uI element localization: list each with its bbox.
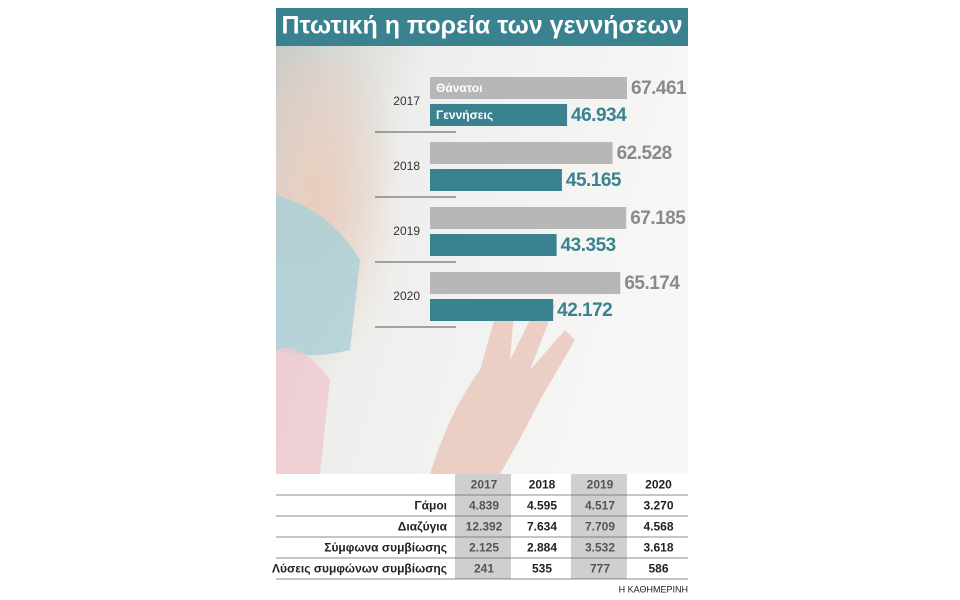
- photo-hand: [430, 300, 575, 474]
- bar: [430, 272, 621, 294]
- category-label: 2020: [393, 289, 420, 303]
- photo-mask: [276, 195, 360, 355]
- chart-title: Πτωτική η πορεία των γεννήσεων: [282, 12, 683, 40]
- category-label: 2017: [393, 94, 420, 108]
- bar: [430, 234, 557, 256]
- table-cell: 586: [648, 562, 668, 576]
- table-cell: 12.392: [466, 520, 503, 534]
- bar: [430, 104, 568, 126]
- column-header: 2019: [587, 478, 614, 492]
- table-cell: 535: [532, 562, 552, 576]
- column-header: 2020: [645, 478, 672, 492]
- bar: [430, 77, 627, 99]
- value-label: 46.934: [571, 105, 627, 126]
- table-cell: 4.517: [585, 499, 615, 513]
- bar: [430, 169, 562, 191]
- row-label: Γάμοι: [414, 499, 447, 513]
- column-header: 2018: [529, 478, 556, 492]
- column-header: 2017: [471, 478, 498, 492]
- category-label: 2019: [393, 224, 420, 238]
- column-shade: [571, 474, 627, 579]
- table-cell: 7.634: [527, 520, 557, 534]
- table-cell: 241: [474, 562, 494, 576]
- value-label: 62.528: [617, 143, 672, 164]
- photo-shirt: [276, 348, 330, 474]
- value-label: 67.185: [630, 208, 686, 229]
- legend-label: Θάνατοι: [436, 81, 482, 95]
- table-cell: 777: [590, 562, 610, 576]
- table-cell: 2.884: [527, 541, 557, 555]
- table-cell: 4.595: [527, 499, 557, 513]
- category-label: 2018: [393, 159, 420, 173]
- source: Η ΚΑΘΗΜΕΡΙΝΗ: [619, 584, 688, 594]
- bar: [430, 299, 554, 321]
- row-label: Λύσεις συμφώνων συμβίωσης: [272, 562, 447, 576]
- bar: [430, 207, 627, 229]
- row-label: Σύμφωνα συμβίωσης: [324, 541, 447, 555]
- value-label: 65.174: [624, 273, 680, 294]
- bar: [430, 142, 613, 164]
- value-label: 45.165: [566, 170, 622, 191]
- legend-label: Γεννήσεις: [436, 108, 493, 122]
- row-label: Διαζύγια: [398, 520, 448, 534]
- value-label: 67.461: [631, 78, 687, 99]
- table-cell: 4.839: [469, 499, 499, 513]
- title-band: [276, 8, 688, 46]
- table-cell: 2.125: [469, 541, 499, 555]
- table-cell: 3.532: [585, 541, 615, 555]
- value-label: 43.353: [561, 235, 616, 256]
- value-label: 42.172: [557, 300, 612, 321]
- column-shade: [455, 474, 511, 579]
- table-cell: 3.618: [643, 541, 673, 555]
- table-cell: 4.568: [643, 520, 673, 534]
- table-cell: 7.709: [585, 520, 615, 534]
- table-cell: 3.270: [643, 499, 673, 513]
